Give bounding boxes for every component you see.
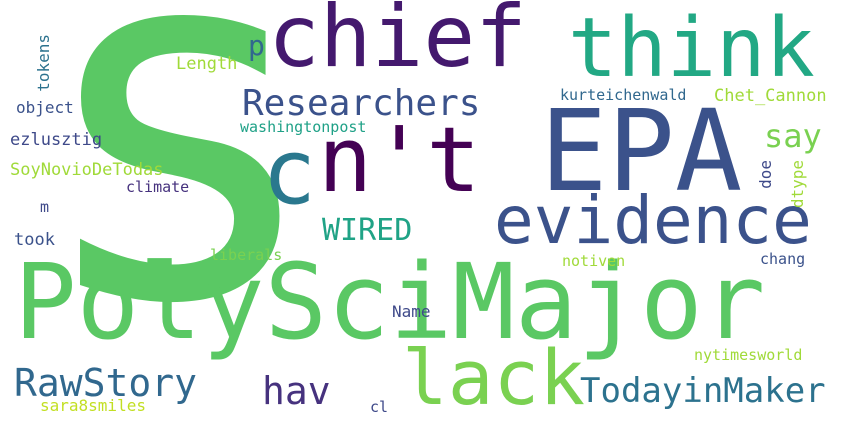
word-polyscimajor: PolySciMajor <box>14 241 766 363</box>
word-tokens: tokens <box>34 34 53 92</box>
word-kurteichenwald: kurteichenwald <box>560 86 687 104</box>
word-think: think <box>568 1 815 96</box>
word-hav: hav <box>262 369 331 413</box>
word-length: Length <box>176 54 238 74</box>
word-object: object <box>16 98 74 117</box>
word-ezlusztig: ezlusztig <box>10 130 103 150</box>
word-nt: n't <box>318 108 481 213</box>
word-epa: EPA <box>540 87 743 217</box>
word-washingtonpost: washingtonpost <box>240 118 367 136</box>
word-wired: WIRED <box>322 213 413 248</box>
word-p: p <box>248 29 265 62</box>
word-cl: cl <box>370 398 389 416</box>
word-nytimesworld: nytimesworld <box>694 346 803 364</box>
word-c: c <box>262 120 317 225</box>
word-notiven: notiven <box>562 252 626 270</box>
word-evidence: evidence <box>494 182 812 259</box>
word-researchers: Researchers <box>242 83 481 124</box>
word-dtype: dtype <box>788 160 807 209</box>
word-lack: lack <box>402 333 586 422</box>
word-climate: climate <box>126 178 190 196</box>
word-say: say <box>764 117 822 155</box>
word-name: Name <box>392 302 431 321</box>
word-sara8smiles: sara8smiles <box>40 396 146 415</box>
word-rawstory: RawStory <box>14 361 198 405</box>
word-doe: doe <box>756 160 775 189</box>
word-chang: chang <box>760 250 806 268</box>
word-chief: chief <box>268 0 527 87</box>
word-todayinmaker: TodayinMaker <box>580 371 826 411</box>
word-m: m <box>40 198 50 216</box>
word-s: s <box>28 0 330 413</box>
word-took: took <box>14 230 55 250</box>
word-chet-cannon: Chet_Cannon <box>714 86 827 106</box>
word-soynoviodetodas: SoyNovioDeTodas <box>10 160 164 180</box>
word-liberals: liberals <box>210 246 283 264</box>
